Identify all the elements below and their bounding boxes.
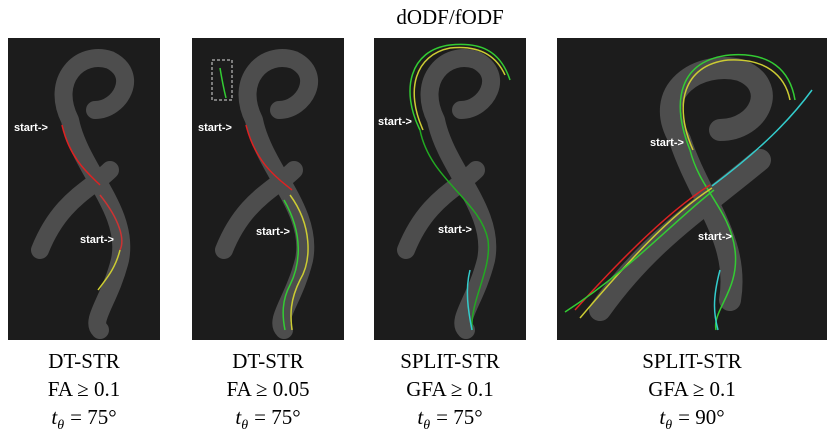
relation: = 75° xyxy=(436,405,483,429)
panel: start-> start-> xyxy=(557,38,827,340)
caption-angle: tθ= 75° xyxy=(51,405,116,433)
caption-method: SPLIT-STR xyxy=(642,349,742,373)
subscript: θ xyxy=(423,418,430,433)
seed-label: start-> xyxy=(256,226,290,238)
relation: = 75° xyxy=(70,405,117,429)
caption-threshold: FA ≥ 0.05 xyxy=(227,377,310,401)
relation: = 90° xyxy=(678,405,725,429)
seed-label: start-> xyxy=(438,224,472,236)
caption-threshold: GFA ≥ 0.1 xyxy=(406,377,494,401)
panel: start-> start-> xyxy=(8,38,160,340)
seed-label: start-> xyxy=(80,234,114,246)
figure-title: dODF/fODF xyxy=(396,5,503,29)
seed-label: start-> xyxy=(650,137,684,149)
subscript: θ xyxy=(241,418,248,433)
panel: start-> start-> xyxy=(192,38,344,340)
panel: start-> start-> xyxy=(374,38,526,340)
caption-method: DT-STR xyxy=(232,349,304,373)
subscript: θ xyxy=(665,418,672,433)
caption-angle: tθ= 75° xyxy=(417,405,482,433)
seed-label: start-> xyxy=(698,231,732,243)
caption-method: DT-STR xyxy=(48,349,120,373)
figure: dODF/fODF start-> start-> start-> start-… xyxy=(0,0,833,442)
caption-threshold: GFA ≥ 0.1 xyxy=(648,377,736,401)
caption-angle: tθ= 90° xyxy=(659,405,724,433)
caption-method: SPLIT-STR xyxy=(400,349,500,373)
subscript: θ xyxy=(57,418,64,433)
caption-threshold: FA ≥ 0.1 xyxy=(48,377,120,401)
seed-label: start-> xyxy=(198,122,232,134)
caption-angle: tθ= 75° xyxy=(235,405,300,433)
seed-label: start-> xyxy=(14,122,48,134)
relation: = 75° xyxy=(254,405,301,429)
seed-label: start-> xyxy=(378,116,412,128)
